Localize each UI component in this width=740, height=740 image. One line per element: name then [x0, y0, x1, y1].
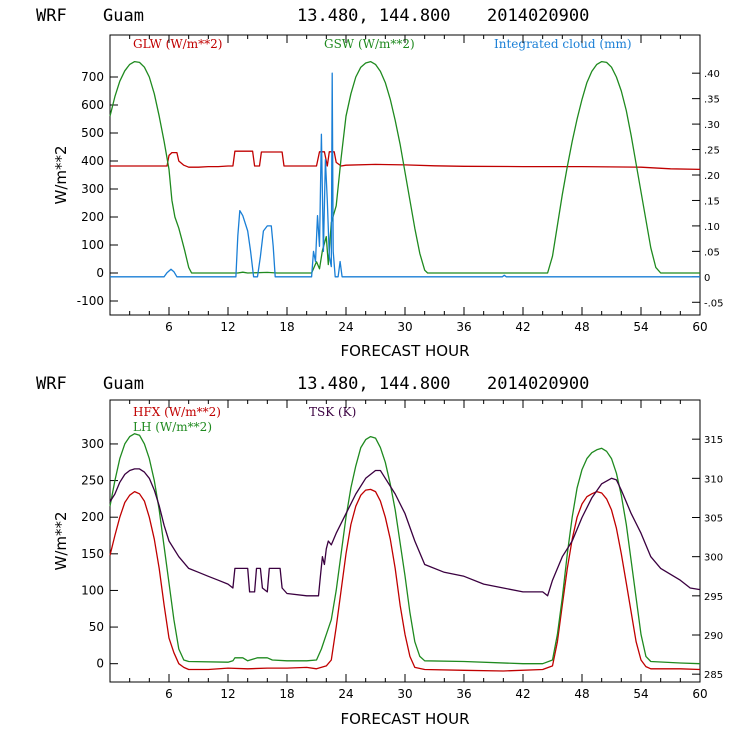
- chart2-xtick-label: 54: [633, 687, 648, 701]
- chart2-xtick-label: 60: [692, 687, 707, 701]
- chart2-xtick-label: 48: [574, 687, 589, 701]
- chart2-coords-label: 13.480, 144.800: [297, 374, 451, 394]
- chart2-ytick-label: 0: [96, 657, 104, 671]
- chart1-date-label: 2014020900: [487, 6, 589, 26]
- chart1-y2tick-label: .35: [704, 95, 720, 106]
- chart1-series-integrated-cloud: [110, 72, 700, 278]
- chart2-legend-hfx: HFX (W/m**2): [133, 405, 221, 419]
- chart1-xtick-label: 54: [633, 320, 648, 334]
- chart1-xtick-label: 18: [279, 320, 294, 334]
- chart1-legend-glw: GLW (W/m**2): [133, 37, 222, 51]
- chart1-y2tick-label: .10: [704, 222, 720, 233]
- chart1-series-glw: [110, 150, 701, 171]
- chart2-xtick-label: 24: [338, 687, 353, 701]
- chart1-x-axis-title: FORECAST HOUR: [340, 342, 469, 360]
- chart1-y2tick-label: .20: [704, 171, 720, 182]
- chart1-y2tick-label: .40: [704, 69, 720, 80]
- chart1-ytick-label: 700: [81, 70, 104, 84]
- chart2-xtick-label: 12: [220, 687, 235, 701]
- chart1-coords-label: 13.480, 144.800: [297, 6, 451, 26]
- chart2-series-lh: [109, 433, 701, 665]
- chart1-legend-gsw: GSW (W/m**2): [324, 37, 415, 51]
- chart2-y2tick-label: 315: [704, 435, 723, 446]
- chart2-ytick-label: 100: [81, 583, 104, 597]
- chart2-x-axis-title: FORECAST HOUR: [340, 710, 469, 728]
- chart2-legend-tsk: TSK (K): [309, 405, 356, 419]
- chart1-model-label: WRF: [36, 6, 67, 26]
- chart2-y2tick-label: 305: [704, 514, 723, 525]
- chart2-ytick-label: 150: [81, 547, 104, 561]
- chart2-ytick-label: 250: [81, 474, 104, 488]
- chart2-y2tick-label: 290: [704, 631, 723, 642]
- chart1-series: [109, 60, 701, 278]
- chart1-xtick-label: 6: [165, 320, 173, 334]
- chart-panel-2: WRF Guam 13.480, 144.800 2014020900 HFX …: [36, 374, 723, 728]
- chart1-ytick-label: 200: [81, 210, 104, 224]
- chart2-ytick-label: 50: [89, 620, 104, 634]
- chart2-y2tick-label: 310: [704, 474, 723, 485]
- chart2-xtick-label: 18: [279, 687, 294, 701]
- chart2-model-label: WRF: [36, 374, 67, 394]
- chart2-legend-lh: LH (W/m**2): [133, 420, 212, 434]
- chart1-ytick-label: 100: [81, 238, 104, 252]
- chart-panel-1: WRF Guam 13.480, 144.800 2014020900 GLW …: [36, 6, 724, 360]
- chart2-series-tsk: [109, 468, 701, 597]
- chart1-xtick-label: 60: [692, 320, 707, 334]
- chart1-xtick-label: 48: [574, 320, 589, 334]
- chart2-xtick-label: 6: [165, 687, 173, 701]
- chart2-xtick-label: 42: [515, 687, 530, 701]
- chart2-y2tick-label: 285: [704, 670, 723, 681]
- chart2-xtick-label: 30: [397, 687, 412, 701]
- chart2-y-axis-title: W/m**2: [52, 511, 70, 570]
- chart1-xtick-label: 42: [515, 320, 530, 334]
- chart1-series-gsw: [109, 60, 700, 274]
- chart1-y2tick-label: .30: [704, 120, 720, 131]
- chart1-xtick-label: 12: [220, 320, 235, 334]
- chart2-series-hfx: [109, 488, 701, 672]
- chart1-xtick-label: 36: [456, 320, 471, 334]
- chart1-ytick-label: 0: [96, 266, 104, 280]
- chart1-ytick-label: 300: [81, 182, 104, 196]
- chart2-plot-frame: [109, 399, 701, 683]
- chart1-y-axis-title: W/m**2: [52, 145, 70, 204]
- chart1-ticks: 6 12 18 24 30 36 42 48 54 60 -100 0 100 200 300 400 500 6…: [77, 35, 724, 334]
- chart1-y2tick-label: .05: [704, 247, 720, 258]
- chart2-xtick-label: 36: [456, 687, 471, 701]
- chart1-y2tick-label: 0: [704, 273, 710, 284]
- chart2-ytick-label: 200: [81, 510, 104, 524]
- chart1-ytick-label: 500: [81, 126, 104, 140]
- chart1-xtick-label: 30: [397, 320, 412, 334]
- chart2-ticks: 6 12 18 24 30 36 42 48 54 60 0 50 100 150 200 250 300 285…: [81, 400, 723, 701]
- chart2-series: [109, 433, 701, 672]
- chart1-y2tick-label: .25: [704, 146, 720, 157]
- chart1-site-label: Guam: [103, 6, 144, 26]
- chart1-ytick-label: -100: [77, 294, 104, 308]
- chart1-xtick-label: 24: [338, 320, 353, 334]
- chart2-ytick-label: 300: [81, 437, 104, 451]
- chart1-y2tick-label: -.05: [704, 298, 724, 309]
- chart2-y2tick-label: 295: [704, 592, 723, 603]
- chart1-y2tick-label: .15: [704, 196, 720, 207]
- chart2-site-label: Guam: [103, 374, 144, 394]
- chart1-ytick-label: 600: [81, 98, 104, 112]
- chart1-ytick-label: 400: [81, 154, 104, 168]
- chart1-legend-cloud: Integrated cloud (mm): [494, 37, 632, 51]
- chart2-y2tick-label: 300: [704, 553, 723, 564]
- chart2-date-label: 2014020900: [487, 374, 589, 394]
